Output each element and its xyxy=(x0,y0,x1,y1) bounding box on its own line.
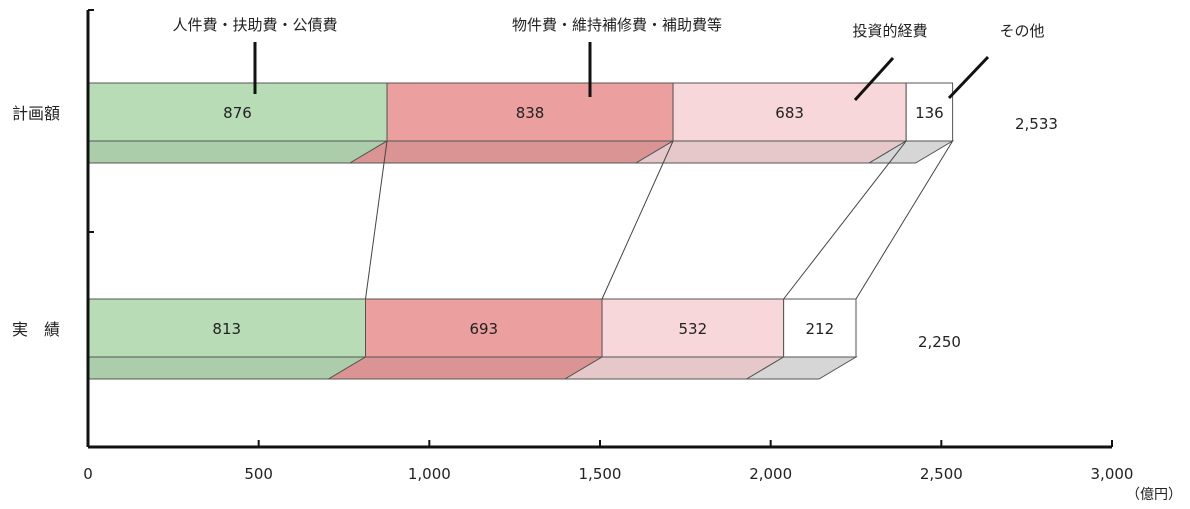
bar-bevel-0-1 xyxy=(348,140,675,164)
bars-layer xyxy=(87,82,955,380)
bar-bevel-1-1 xyxy=(326,356,604,380)
segment-value-label: 876 xyxy=(223,104,252,122)
segment-value-label: 683 xyxy=(775,104,804,122)
segment-value-label: 532 xyxy=(679,320,708,338)
bar-bevel-1-3 xyxy=(744,356,858,380)
legend-label: 人件費・扶助費・公債費 xyxy=(172,16,337,34)
bar-bevel-1-2 xyxy=(563,356,786,380)
segment-value-label: 838 xyxy=(516,104,545,122)
legend-leader-line xyxy=(853,56,895,102)
x-tick-label: 2,000 xyxy=(749,465,792,483)
segment-value-label: 693 xyxy=(469,320,498,338)
connectors-layer xyxy=(365,140,954,300)
bar-bevel-0-2 xyxy=(634,140,908,164)
legend-layer: 人件費・扶助費・公債費 物件費・維持補修費・補助費等 投資的経費 その他 xyxy=(172,16,1045,102)
category-label: 計画額 xyxy=(12,104,60,123)
connector-line xyxy=(855,140,954,300)
bar-group-1 xyxy=(87,298,858,380)
segment-value-label: 212 xyxy=(805,320,834,338)
bar-group-0 xyxy=(87,82,955,164)
bar-segment-0-0 xyxy=(87,82,388,142)
x-tick-label: 2,500 xyxy=(920,465,963,483)
x-tick-label: 0 xyxy=(83,465,93,483)
x-tick-label: 3,000 xyxy=(1091,465,1134,483)
x-tick-label: 500 xyxy=(244,465,273,483)
x-tick-label: 1,000 xyxy=(408,465,451,483)
axis-layer: 0 500 1,000 1,500 2,000 2,500 3,000 （億円） xyxy=(83,9,1182,503)
bar-bevel-0-3 xyxy=(867,140,955,164)
segment-value-label: 813 xyxy=(212,320,241,338)
unit-label: （億円） xyxy=(1126,487,1182,503)
connector-line xyxy=(783,140,907,300)
category-label: 実 績 xyxy=(12,320,60,339)
connector-line xyxy=(365,140,388,300)
bar-segment-0-3 xyxy=(905,82,954,142)
bar-bevel-1-0 xyxy=(87,356,368,380)
total-label: 2,533 xyxy=(1015,115,1058,133)
bar-bevel-0-0 xyxy=(87,140,389,164)
x-tick-label: 1,500 xyxy=(579,465,622,483)
total-label: 2,250 xyxy=(918,333,961,351)
legend-label: その他 xyxy=(999,22,1044,40)
bar-segment-1-3 xyxy=(783,298,857,358)
segment-value-label: 136 xyxy=(915,104,944,122)
labels-layer: 876 838 683 136 計画額 2,533 813 693 532 212 実 績 2,250 xyxy=(12,104,1058,351)
legend-label: 投資的経費 xyxy=(852,22,927,40)
connector-line xyxy=(601,140,674,300)
legend-label: 物件費・維持補修費・補助費等 xyxy=(512,16,722,34)
legend-leader-line xyxy=(947,55,990,100)
